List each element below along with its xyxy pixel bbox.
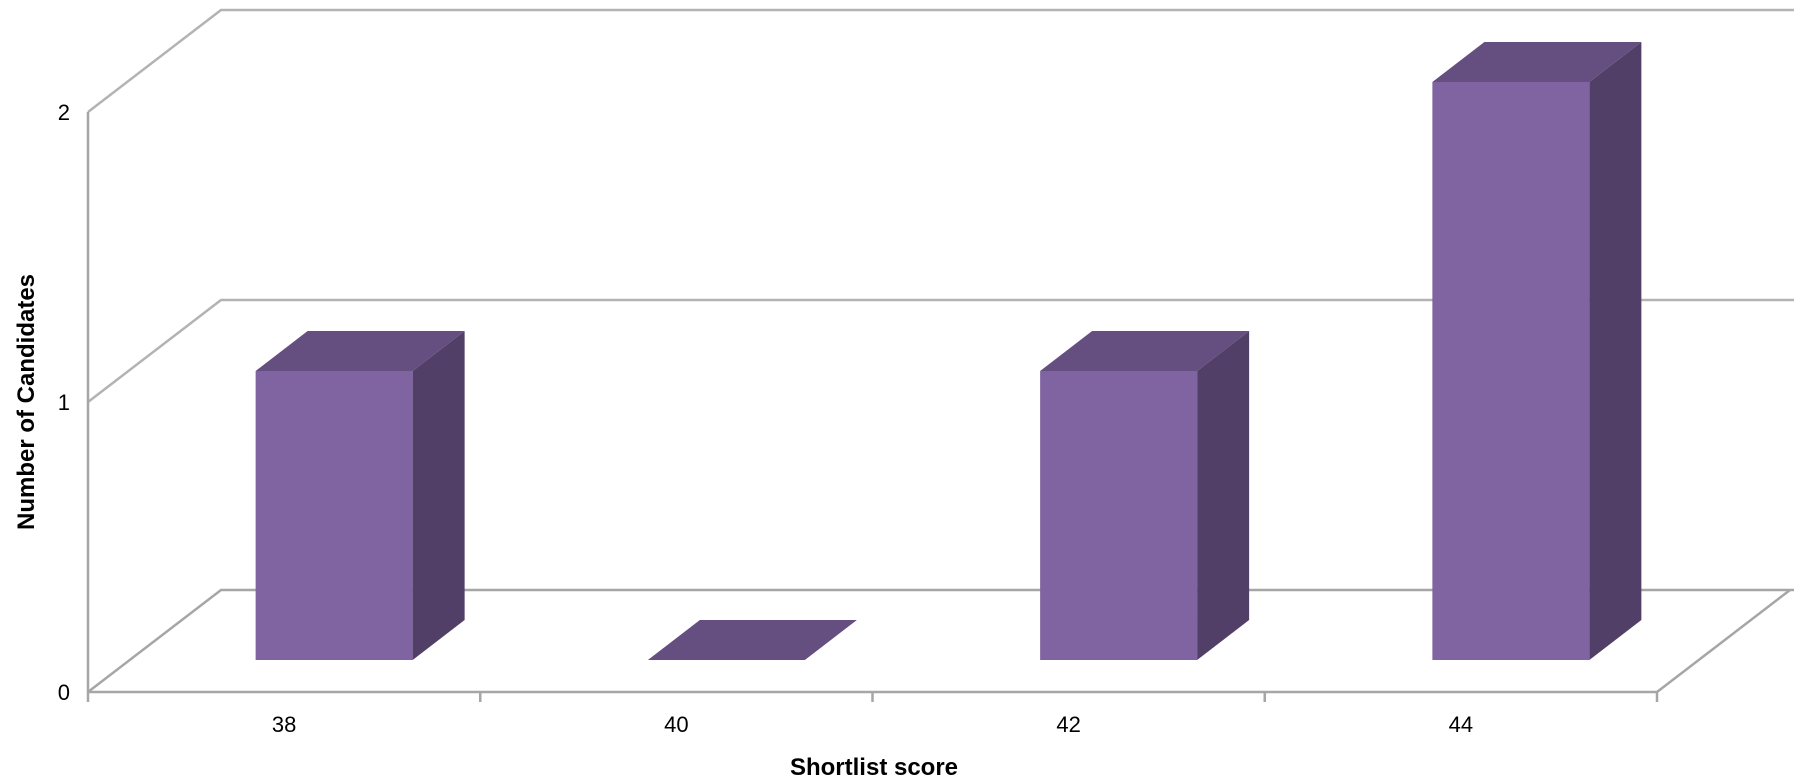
bar-44: [1432, 42, 1642, 660]
bar-40: [647, 620, 857, 660]
bar-front: [1432, 82, 1590, 660]
x-tick-label: 38: [272, 712, 296, 737]
y-tick-label: 0: [58, 680, 70, 705]
bar-front: [255, 371, 413, 660]
y-tick-label: 1: [58, 390, 70, 415]
floor-right-edge: [1656, 589, 1791, 693]
gridlines: [87, 8, 1794, 693]
x-axis-title: Shortlist score: [790, 754, 958, 780]
bar-top: [1040, 331, 1250, 371]
bars: [255, 42, 1642, 660]
bar-top: [647, 620, 857, 660]
bar-top: [255, 331, 465, 371]
bar-top: [1432, 42, 1642, 82]
x-tick-label: 44: [1449, 712, 1473, 737]
bar-38: [255, 331, 465, 660]
x-tick-label: 42: [1056, 712, 1080, 737]
x-tick-label: 40: [664, 712, 688, 737]
gridline-2: [87, 8, 1794, 113]
bar-side: [1589, 42, 1642, 660]
y-axis-title: Number of Candidates: [13, 274, 40, 530]
gridline-0: [87, 588, 1794, 693]
bar-side: [412, 331, 465, 660]
bar-42: [1040, 331, 1250, 660]
y-tick-label: 2: [58, 100, 70, 125]
bar-side: [1197, 331, 1250, 660]
tick-labels: 0 1 2 38 40 42 44: [58, 100, 1473, 737]
axes: [86, 112, 1791, 702]
gridline-1: [87, 298, 1794, 403]
bar-front: [1040, 371, 1198, 660]
